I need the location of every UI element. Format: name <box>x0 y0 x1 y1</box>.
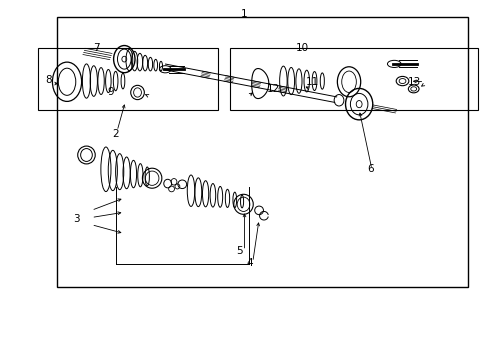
Text: 4: 4 <box>245 258 252 268</box>
Text: 5: 5 <box>236 247 243 256</box>
Bar <box>229 48 477 111</box>
Text: 2: 2 <box>112 129 119 139</box>
Text: 6: 6 <box>367 164 373 174</box>
Bar <box>57 18 467 287</box>
Text: 3: 3 <box>73 214 80 224</box>
Text: 9: 9 <box>107 87 114 98</box>
Text: 13: 13 <box>407 77 421 87</box>
Text: 11: 11 <box>305 77 319 87</box>
Text: 7: 7 <box>93 43 100 53</box>
Text: 8: 8 <box>46 75 52 85</box>
Bar <box>38 48 217 111</box>
Text: 12: 12 <box>266 84 280 94</box>
Text: 10: 10 <box>296 43 309 53</box>
Text: 1: 1 <box>241 9 247 19</box>
